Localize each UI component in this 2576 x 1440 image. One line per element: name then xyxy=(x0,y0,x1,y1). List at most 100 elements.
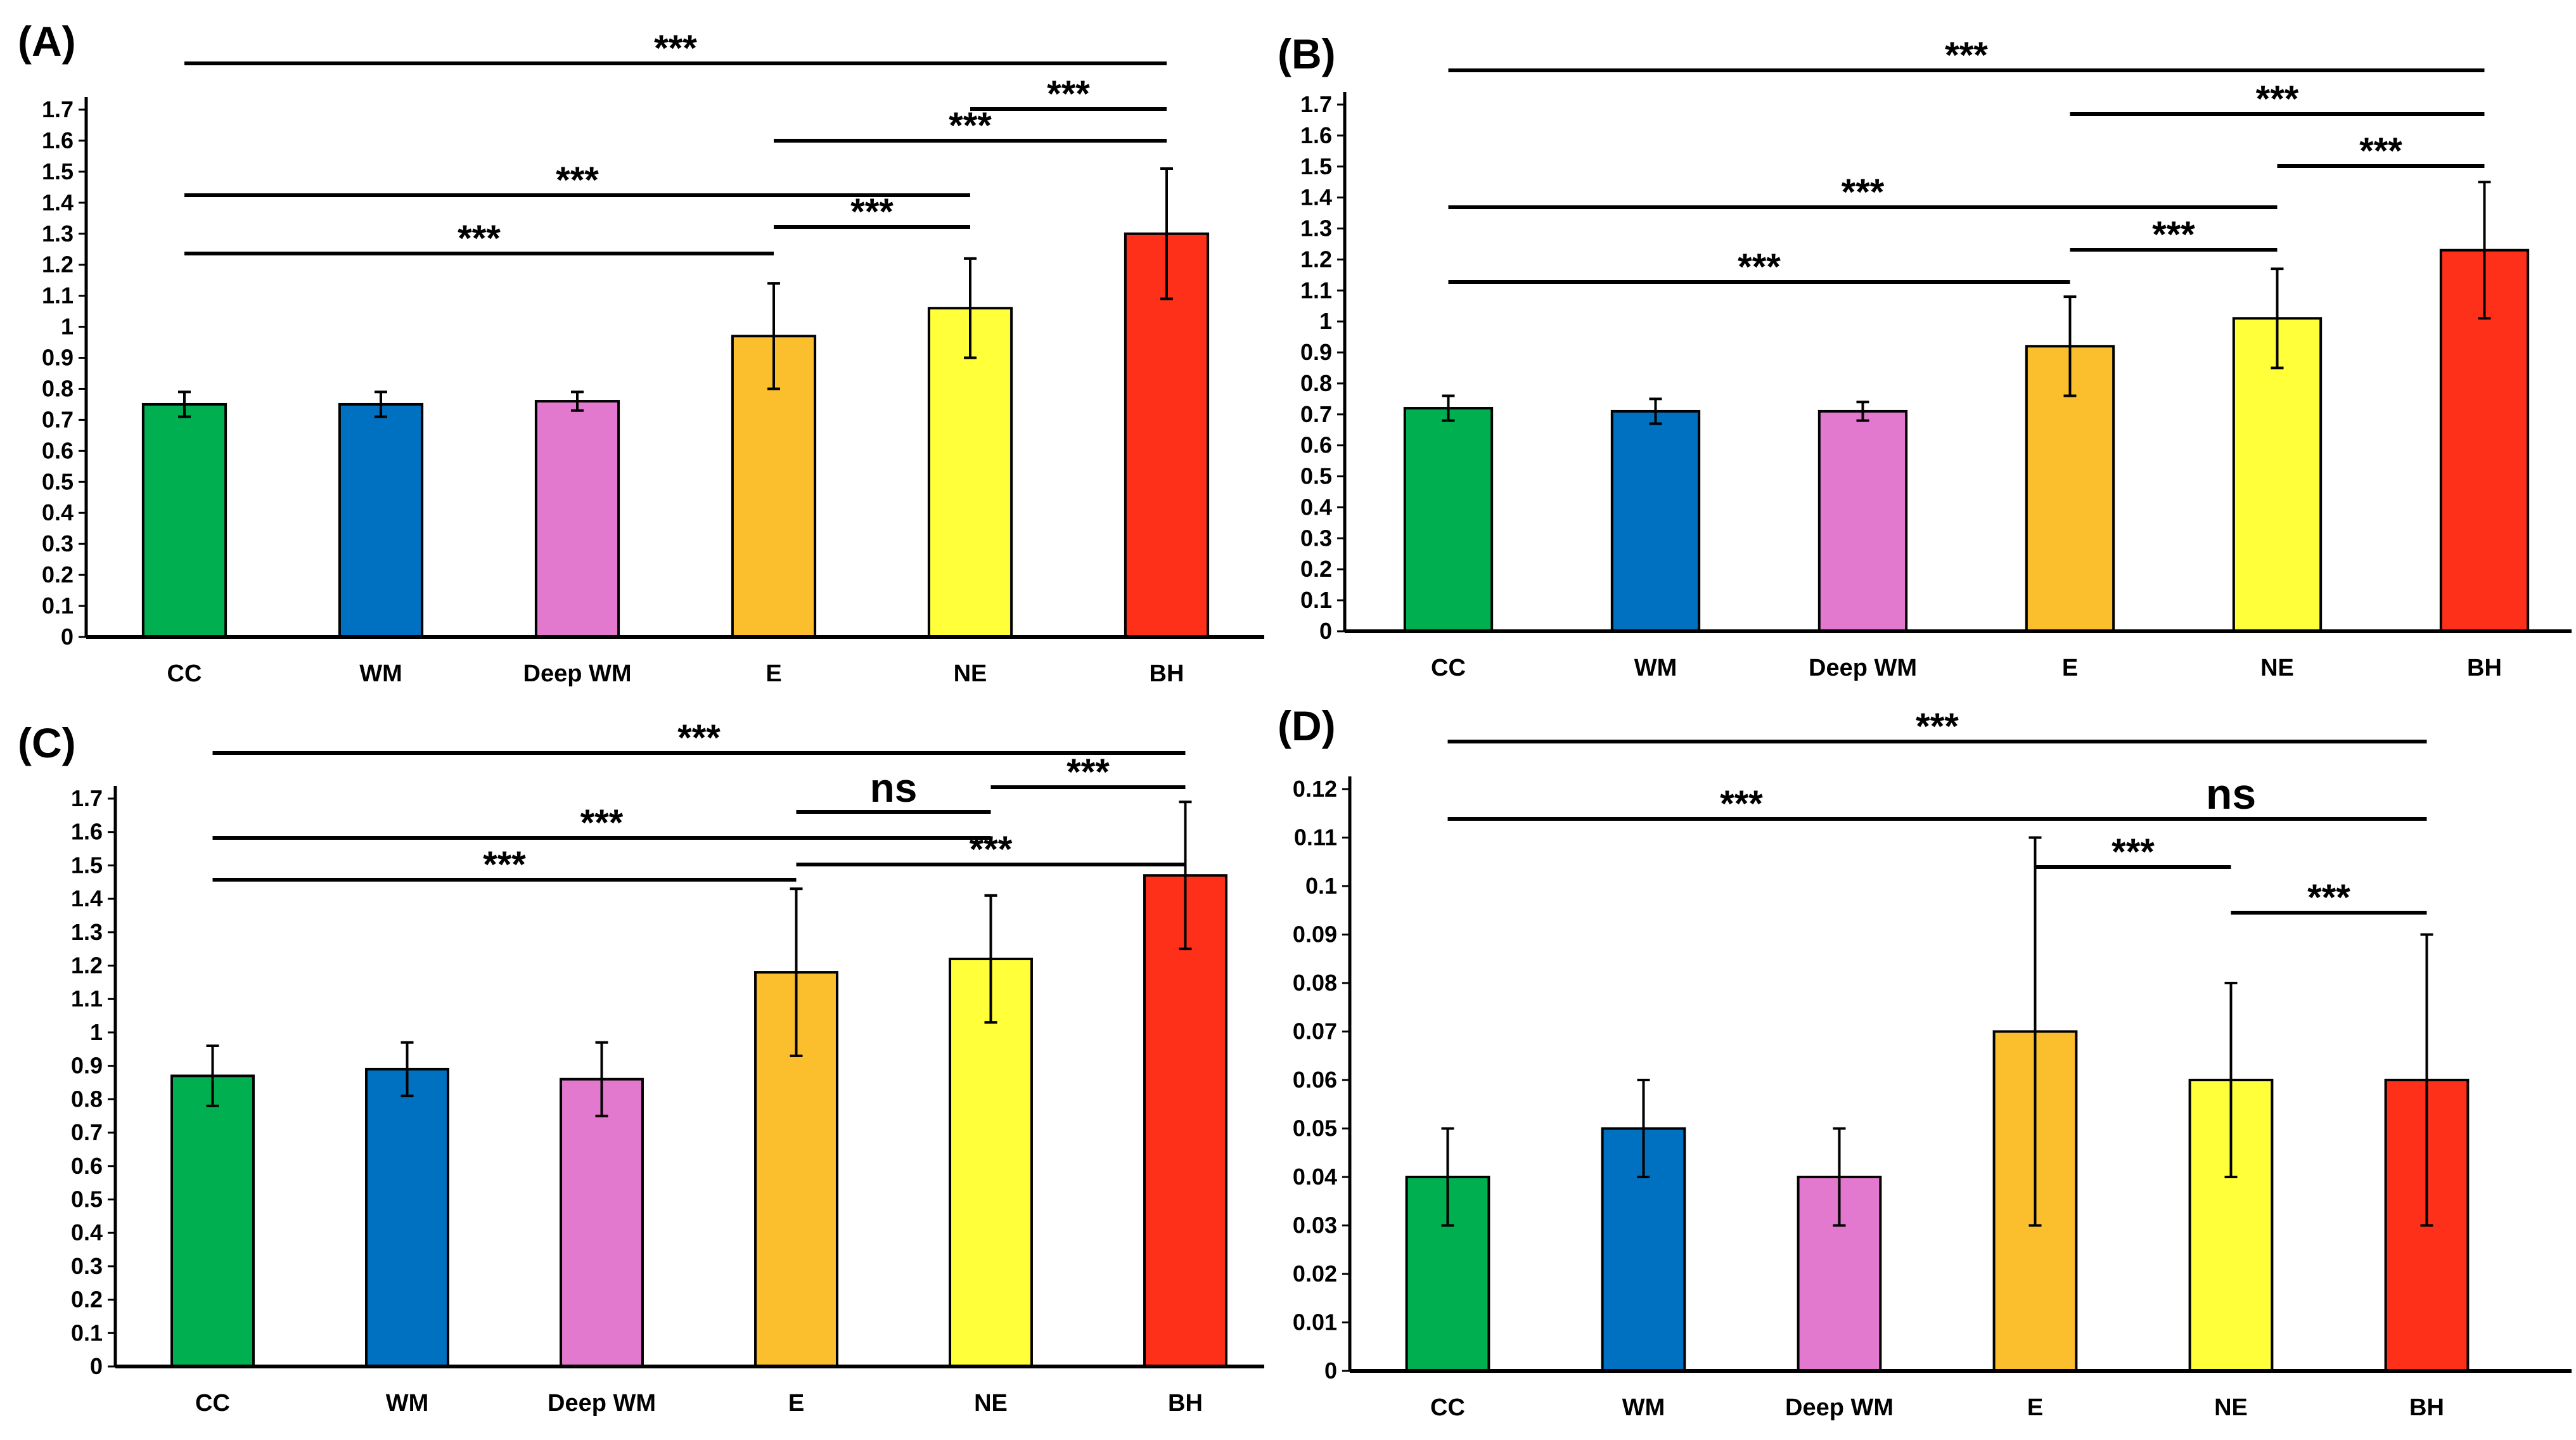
y-tick-label: 0.5 xyxy=(1300,463,1332,489)
y-tick-label: 0.5 xyxy=(71,1186,103,1212)
y-tick-label: 0.2 xyxy=(42,562,74,588)
y-tick-label: 0.1 xyxy=(1300,587,1332,613)
x-tick-label-e: E xyxy=(766,660,781,687)
bar-ne xyxy=(2232,317,2323,633)
y-tick-label: 0.04 xyxy=(1293,1164,1337,1190)
bar-deep-wm xyxy=(1817,409,1908,633)
x-tick-label-cc: CC xyxy=(1431,655,1466,681)
x-tick-label-ne: NE xyxy=(2214,1394,2248,1421)
y-tick-label: 1.4 xyxy=(42,190,74,215)
y-tick-label: 0 xyxy=(90,1353,103,1379)
x-tick-label-deep-wm: Deep WM xyxy=(1785,1394,1894,1421)
significance-label: *** xyxy=(1720,783,1763,825)
y-tick-label: 0.6 xyxy=(1300,432,1332,458)
bar-wm xyxy=(1610,409,1701,633)
y-tick-label: 0.9 xyxy=(42,345,74,371)
panel-b: (B) 0 0.1 0.2 0.3 0.4 0.5 0.6 0.7 0.8 0.9 1 1.1 1.2 1.… xyxy=(1278,30,2572,681)
y-tick-label: 1.7 xyxy=(1300,91,1332,117)
x-tick-label-deep-wm: Deep WM xyxy=(1809,655,1917,681)
y-tick-label: 1.1 xyxy=(71,986,103,1012)
y-tick-label: 1.5 xyxy=(42,158,74,184)
x-tick-label-bh: BH xyxy=(2409,1394,2444,1421)
y-tick-label: 0 xyxy=(1324,1358,1337,1384)
y-tick-label: 0.4 xyxy=(42,499,74,525)
significance-label: ns xyxy=(2206,770,2256,818)
y-tick-label: 1.3 xyxy=(42,221,74,247)
panel-d: (D) 0 0.01 0.02 0.03 0.04 0.05 0.06 0.07 0.08 0.09… xyxy=(1278,702,2572,1421)
x-tick-label-wm: WM xyxy=(386,1390,429,1417)
x-tick-label-wm: WM xyxy=(1634,655,1677,681)
y-tick-label: 0.8 xyxy=(42,375,74,401)
y-tick-label: 0.05 xyxy=(1293,1115,1337,1141)
y-tick-label: 0.6 xyxy=(71,1153,103,1179)
y-tick-label: 1.6 xyxy=(71,819,103,845)
bar-cc xyxy=(1405,1176,1490,1372)
y-tick-label: 0 xyxy=(1319,618,1332,644)
significance-label: *** xyxy=(1738,247,1781,288)
y-tick-label: 1.4 xyxy=(71,885,103,911)
panel-a: (A) 0 0.1 0.2 0.3 0.4 0.5 0.6 0.7 0.8 0.9 1 1.1 1.2 1.… xyxy=(18,18,1264,687)
y-tick-label: 1.7 xyxy=(42,96,74,122)
bar-deep-wm xyxy=(560,1077,644,1368)
y-tick-label: 1.5 xyxy=(1300,153,1332,179)
significance-label: *** xyxy=(970,829,1013,870)
panel-label: (A) xyxy=(18,18,76,65)
y-tick-label: 0.8 xyxy=(1300,370,1332,396)
y-tick-label: 1.3 xyxy=(71,919,103,945)
y-tick-label: 0.9 xyxy=(71,1053,103,1079)
y-tick-label: 0.02 xyxy=(1293,1261,1337,1287)
bar-ne xyxy=(927,307,1013,639)
y-tick-label: 0.4 xyxy=(71,1219,103,1245)
x-tick-label-ne: NE xyxy=(954,660,987,687)
significance-label: *** xyxy=(2359,131,2402,172)
y-tick-label: 0.3 xyxy=(42,530,74,556)
y-tick-label: 0.2 xyxy=(1300,556,1332,582)
x-tick-label-bh: BH xyxy=(2467,655,2502,681)
panel-label: (D) xyxy=(1278,702,1336,749)
x-tick-label-deep-wm: Deep WM xyxy=(523,660,632,687)
y-tick-label: 0.12 xyxy=(1293,776,1337,802)
y-tick-label: 0.6 xyxy=(42,437,74,463)
significance-label: *** xyxy=(2152,214,2195,255)
y-tick-label: 1.2 xyxy=(71,953,103,979)
significance-label: *** xyxy=(556,160,599,201)
y-tick-label: 0.1 xyxy=(1305,873,1337,899)
x-tick-label-cc: CC xyxy=(1430,1394,1465,1421)
x-tick-label-deep-wm: Deep WM xyxy=(548,1390,656,1417)
significance-label: *** xyxy=(1047,74,1090,115)
significance-label: *** xyxy=(1916,706,1959,747)
significance-label: *** xyxy=(483,844,526,885)
panel-label: (C) xyxy=(18,719,76,766)
y-tick-label: 1 xyxy=(61,314,74,340)
y-tick-label: 1.7 xyxy=(71,785,103,811)
bar-wm xyxy=(338,402,424,638)
y-tick-label: 0.1 xyxy=(42,593,74,619)
significance-label: *** xyxy=(654,28,697,69)
x-tick-label-cc: CC xyxy=(167,660,202,687)
y-tick-label: 0.5 xyxy=(42,468,74,494)
x-tick-label-e: E xyxy=(788,1390,804,1417)
y-tick-label: 1.2 xyxy=(42,252,74,278)
y-tick-label: 0.7 xyxy=(1300,401,1332,427)
panel-label: (B) xyxy=(1278,30,1336,77)
significance-label: *** xyxy=(1842,172,1885,213)
y-tick-label: 1.1 xyxy=(42,283,74,309)
y-tick-label: 0.06 xyxy=(1293,1067,1337,1093)
y-tick-label: 0.08 xyxy=(1293,970,1337,996)
y-tick-label: 0.2 xyxy=(71,1287,103,1313)
y-tick-label: 0.11 xyxy=(1294,825,1337,851)
x-tick-label-ne: NE xyxy=(2260,655,2294,681)
y-tick-label: 0.9 xyxy=(1300,339,1332,365)
significance-label: *** xyxy=(949,105,992,146)
bar-wm xyxy=(365,1067,449,1368)
y-tick-label: 1 xyxy=(1319,308,1332,334)
x-tick-label-e: E xyxy=(2062,655,2078,681)
x-tick-label-wm: WM xyxy=(1622,1394,1665,1421)
y-tick-label: 0.01 xyxy=(1293,1309,1337,1335)
x-tick-label-bh: BH xyxy=(1150,660,1184,687)
x-tick-label-cc: CC xyxy=(195,1390,230,1417)
bar-cc xyxy=(1403,407,1494,633)
significance-label: *** xyxy=(580,802,624,844)
y-tick-label: 0.8 xyxy=(71,1086,103,1112)
